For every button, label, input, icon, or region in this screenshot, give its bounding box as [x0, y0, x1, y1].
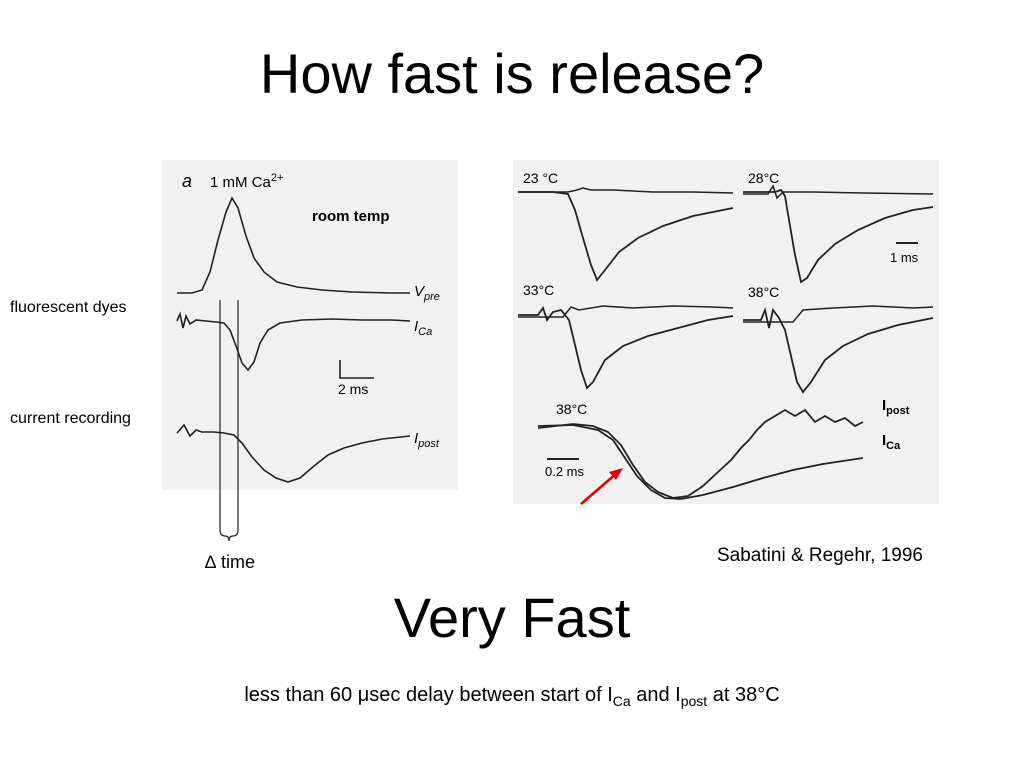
temp-label-38-top: 38°C [748, 284, 779, 300]
left-figure: a 1 mM Ca2+ room temp Vpre ICa 2 ms Ipos… [162, 160, 458, 542]
slide-subtitle: Very Fast [393, 586, 631, 649]
ica-trace [176, 311, 411, 372]
scale-bar-left [339, 360, 374, 379]
right-figure-background [513, 160, 939, 504]
trace-38-expanded-ipost [537, 408, 864, 499]
condition-label: 1 mM Ca2+ [210, 172, 283, 191]
trace-23-ica [518, 187, 734, 194]
trace-28-ipost [743, 188, 934, 284]
left-figure-background [162, 160, 458, 490]
label-ica: ICa [882, 432, 901, 452]
scale-label-1ms: 1 ms [890, 250, 919, 265]
ica-label: ICa [414, 318, 432, 338]
label-fluorescent-dyes: fluorescent dyes [10, 299, 127, 316]
label-ipost: Ipost [882, 397, 910, 417]
trace-38-ica [743, 305, 934, 323]
red-arrow-shaft [580, 472, 618, 505]
citation: Sabatini & Regehr, 1996 [717, 545, 923, 566]
delta-time-label: ∆ time [205, 552, 256, 572]
vpre-label: Vpre [414, 283, 440, 303]
trace-38-ipost [743, 306, 934, 394]
slide-title: How fast is release? [259, 42, 765, 105]
trace-33-ica [518, 305, 734, 318]
trace-28-ica [743, 184, 934, 200]
right-figure: 23 °C 28°C 1 ms 33°C 38°C 38°C 0.2 ms Ip… [513, 160, 939, 505]
scale-label-2ms: 2 ms [338, 381, 368, 397]
temp-label-33: 33°C [523, 282, 554, 298]
trace-23-ipost [518, 191, 734, 282]
trace-33-ipost [518, 306, 734, 390]
temp-label-23: 23 °C [523, 170, 558, 186]
temp-label-28: 28°C [748, 170, 779, 186]
room-temp-label: room temp [312, 208, 390, 225]
vpre-trace [177, 196, 410, 294]
temp-label-38-bottom: 38°C [556, 401, 587, 417]
scale-label-02ms: 0.2 ms [545, 464, 585, 479]
ipost-trace [176, 423, 411, 483]
red-arrow-icon [609, 468, 623, 480]
label-current-recording: current recording [10, 410, 131, 427]
footer-note: less than 60 μsec delay between start of… [244, 684, 780, 709]
panel-letter: a [182, 171, 192, 191]
trace-38-expanded-ica [537, 424, 864, 500]
delta-brace [219, 529, 239, 542]
ipost-label: Ipost [414, 430, 440, 450]
